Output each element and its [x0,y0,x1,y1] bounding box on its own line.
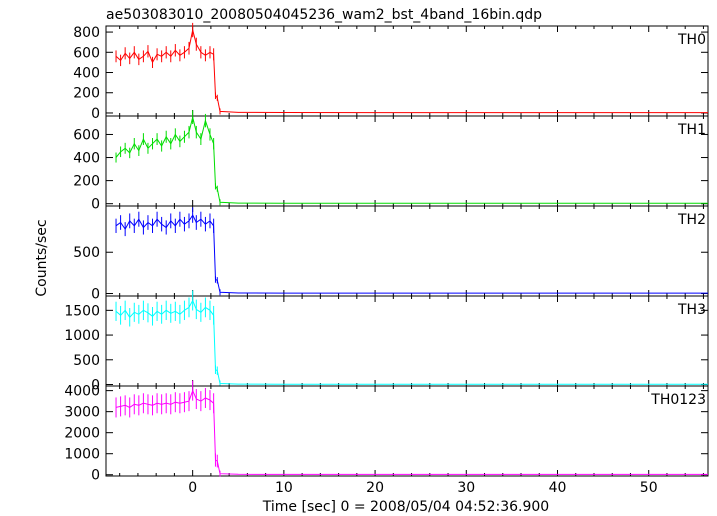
series-line-th3 [115,299,708,385]
y-tick-label: 500 [73,245,100,261]
y-tick-label: 1000 [64,328,100,344]
panel-th0123: 0 1000 2000 3000 4000 TH0123 [64,380,709,484]
y-tick-label: 400 [73,66,100,82]
panel-th0: 0 200 400 600 800 TH0 [73,22,709,122]
y-tick-label: 0 [91,287,100,303]
panel-label-th1: TH1 [677,122,706,138]
y-tick-label: 0 [91,197,100,213]
y-tick-label: 2000 [64,426,100,442]
y-tick-label: 500 [73,353,100,369]
x-tick-label: 40 [549,480,567,496]
x-tick-label: 0 [188,480,197,496]
y-tick-label: 200 [73,174,100,190]
y-tick-label: 0 [91,468,100,484]
panel-th1: 0 200 400 600 TH1 [73,110,709,213]
panel-label-th3: TH3 [677,302,706,318]
panel-label-th0: TH0 [677,32,706,48]
x-tick-label: 10 [275,480,293,496]
y-tick-label: 1000 [64,447,100,463]
series-line-th0123 [115,389,708,475]
series-line-th0 [115,29,708,114]
x-tick-label: 30 [457,480,475,496]
x-tick-label: 50 [640,480,658,496]
y-tick-label: 4000 [64,384,100,400]
y-tick-label: 600 [73,45,100,61]
panel-th2: 0 500 TH2 [73,205,709,303]
panel-th3: 0 500 1000 1500 TH3 [64,290,709,394]
x-tick-label: 20 [366,480,384,496]
y-tick-label: 400 [73,151,100,167]
y-tick-label: 200 [73,86,100,102]
y-tick-label: 600 [73,127,100,143]
series-line-th1 [115,117,708,204]
y-tick-label: 0 [91,378,100,394]
y-tick-label: 1500 [64,303,100,319]
x-axis-label: Time [sec] 0 = 2008/05/04 04:52:36.900 [262,499,549,515]
panel-frame [105,385,709,477]
panel-label-th2: TH2 [677,212,706,228]
chart-title: ae503083010_20080504045236_wam2_bst_4ban… [106,7,542,23]
y-axis-label: Counts/sec [34,219,50,296]
y-tick-label: 3000 [64,405,100,421]
series-line-th2 [115,214,708,294]
y-tick-label: 0 [91,106,100,122]
y-tick-label: 800 [73,25,100,41]
panel-label-th0123: TH0123 [650,392,706,408]
